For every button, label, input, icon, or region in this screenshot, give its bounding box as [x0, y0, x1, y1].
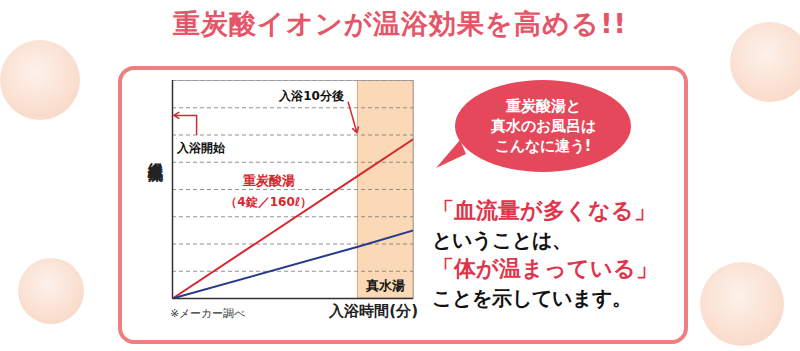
svg-text:重炭酸湯: 重炭酸湯	[242, 173, 295, 188]
svg-text:入浴開始: 入浴開始	[176, 141, 226, 155]
svg-text:真水湯: 真水湯	[365, 278, 405, 293]
html-text:※メーカー調べ: ※メーカー調べ	[170, 307, 246, 320]
html-text:重炭酸湯と: 重炭酸湯と	[505, 97, 581, 115]
html-text:真水のお風呂は: 真水のお風呂は	[490, 117, 596, 135]
svg-text:入浴10分後: 入浴10分後	[278, 89, 344, 103]
svg-text:（4錠／160ℓ）: （4錠／160ℓ）	[225, 195, 312, 209]
html-text:ということは、: ということは、	[432, 228, 572, 252]
html-text:入浴時間(分): 入浴時間(分)	[329, 302, 418, 320]
html-text:ことを示しています。: ことを示しています。	[432, 286, 632, 310]
html-text:「体が温まっている」: 「体が温まっている」	[432, 256, 658, 281]
html-text:こんなに違う!: こんなに違う!	[494, 137, 592, 155]
html-text:「血流量が多くなる」: 「血流量が多くなる」	[432, 198, 656, 223]
html-text:組織血流量: 組織血流量	[147, 150, 165, 155]
html-text:重炭酸イオンが温浴効果を高める!!: 重炭酸イオンが温浴効果を高める!!	[173, 8, 627, 39]
